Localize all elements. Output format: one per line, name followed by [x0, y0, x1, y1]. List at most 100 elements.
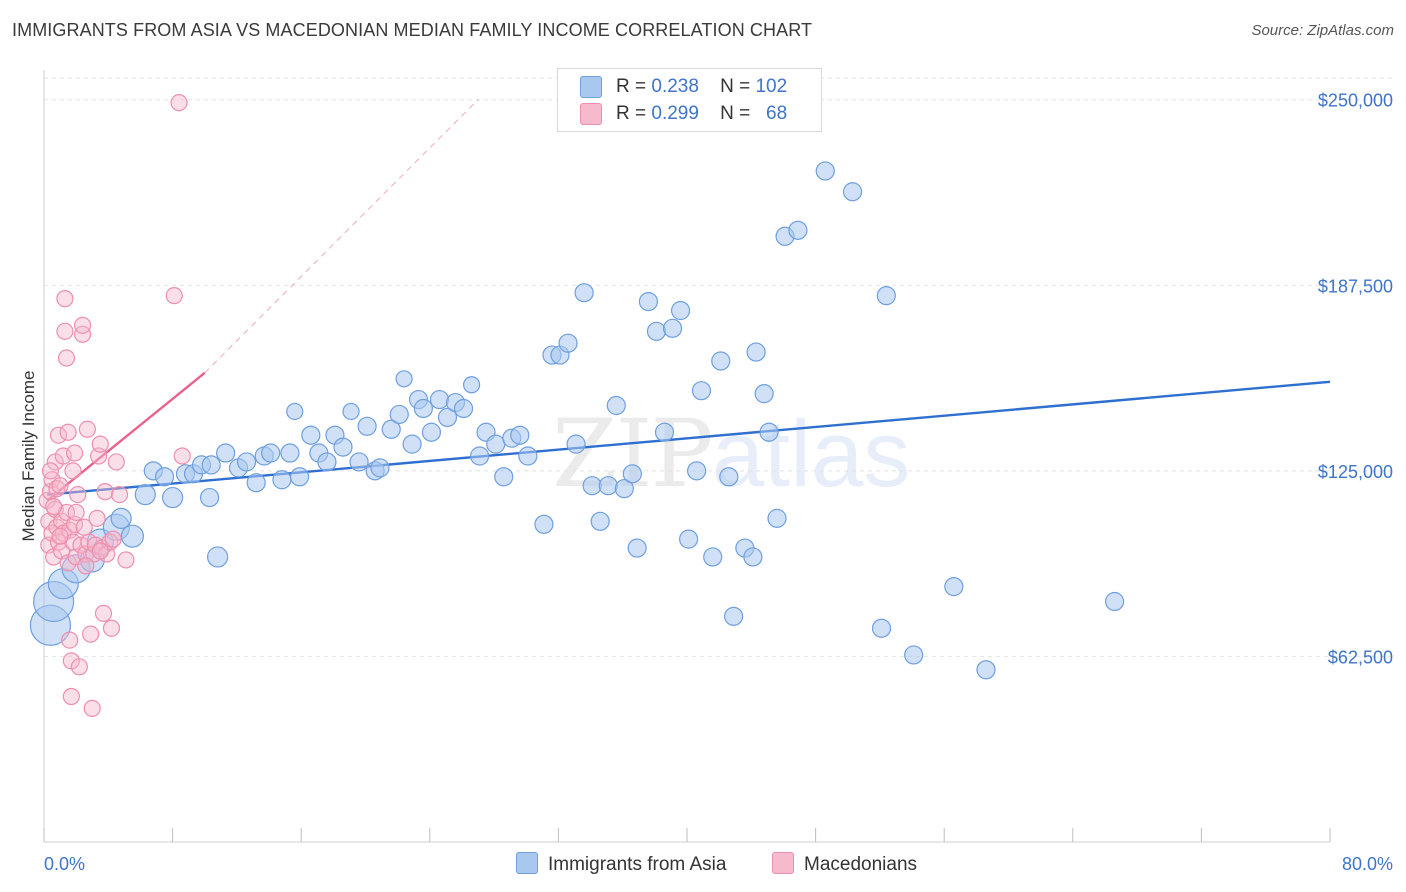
point-macedonians: [102, 619, 121, 637]
point-asia: [389, 404, 409, 425]
legend-row-asia: R = 0.238 N = 102: [580, 76, 787, 100]
y-tick-label: $62,500: [1328, 647, 1393, 667]
point-asia: [904, 645, 924, 665]
point-asia: [370, 458, 390, 478]
point-macedonians: [82, 625, 100, 643]
x-tick-label: 0.0%: [44, 854, 85, 874]
point-macedonians: [165, 287, 183, 305]
point-macedonians: [54, 447, 72, 465]
point-macedonians: [56, 322, 74, 340]
point-asia: [687, 461, 707, 481]
point-macedonians: [51, 527, 69, 545]
point-asia: [395, 370, 413, 388]
point-asia: [574, 283, 594, 303]
point-asia: [154, 467, 175, 487]
point-asia: [246, 473, 266, 493]
point-macedonians: [77, 557, 95, 575]
point-asia: [402, 434, 422, 454]
point-macedonians: [104, 530, 122, 548]
point-macedonians: [49, 533, 68, 551]
point-asia: [349, 452, 369, 472]
tick-labels: $62,500 $125,000 $187,500 $250,000 0.0% 80.0%: [44, 91, 1393, 874]
point-asia: [598, 476, 618, 496]
legend-box: R = 0.238 N = 102 R = 0.299 N = 68: [557, 68, 822, 132]
y-tick-label: $125,000: [1318, 462, 1393, 482]
point-asia: [534, 514, 554, 534]
point-macedonians: [61, 631, 79, 649]
point-asia: [207, 546, 229, 568]
point-asia: [759, 422, 779, 442]
point-asia: [518, 446, 538, 466]
legend-item-macedonians[interactable]: Macedonians: [772, 852, 917, 876]
point-asia: [815, 161, 835, 181]
point-macedonians: [65, 444, 84, 462]
trend-asia: [47, 380, 1331, 496]
legend-r-value: 0.299: [651, 103, 699, 125]
legend-n-value: 68: [766, 103, 788, 125]
point-asia: [110, 507, 132, 529]
point-macedonians: [173, 447, 191, 465]
point-asia: [381, 419, 401, 439]
point-asia: [289, 467, 310, 487]
point-asia: [566, 434, 586, 454]
point-asia: [236, 452, 257, 472]
point-asia: [216, 443, 236, 463]
point-asia: [976, 660, 996, 680]
point-macedonians: [69, 486, 87, 504]
point-asia: [280, 443, 300, 463]
point-asia: [670, 300, 691, 321]
legend-n-label: N =: [720, 76, 751, 98]
point-asia: [590, 511, 610, 531]
point-macedonians: [78, 420, 97, 438]
point-asia: [627, 538, 647, 558]
point-asia: [429, 389, 450, 410]
point-asia: [606, 395, 626, 416]
point-asia: [286, 402, 304, 421]
legend-r-label: R =: [616, 103, 647, 125]
legend-r-label: R =: [616, 76, 647, 98]
points-asia: [29, 161, 1125, 680]
point-macedonians: [96, 483, 114, 501]
legend-swatch-asia: [580, 76, 602, 98]
point-macedonians: [94, 604, 113, 622]
point-macedonians: [170, 94, 188, 112]
point-asia: [654, 422, 675, 442]
legend-swatch-macedonians: [580, 103, 602, 125]
point-macedonians: [41, 462, 60, 480]
point-asia: [876, 286, 896, 306]
point-asia: [342, 402, 360, 421]
chart-title: IMMIGRANTS FROM ASIA VS MACEDONIAN MEDIA…: [12, 20, 813, 40]
point-asia: [558, 333, 578, 353]
point-asia: [746, 342, 766, 362]
point-macedonians: [62, 687, 80, 706]
legend-item-asia[interactable]: Immigrants from Asia: [516, 852, 726, 876]
point-asia: [719, 467, 739, 487]
point-asia: [437, 407, 458, 427]
x-tick-label: 80.0%: [1342, 854, 1393, 874]
point-asia: [453, 398, 474, 419]
point-macedonians: [73, 316, 92, 334]
point-macedonians: [48, 480, 66, 498]
legend-swatch-asia: [516, 852, 538, 874]
point-asia: [162, 486, 184, 509]
point-asia: [743, 547, 763, 567]
legend-label-asia: Immigrants from Asia: [548, 854, 727, 875]
point-macedonians: [73, 325, 92, 343]
point-asia: [754, 384, 774, 404]
point-asia: [470, 446, 490, 466]
y-tick-label: $187,500: [1318, 276, 1393, 296]
point-asia: [201, 455, 221, 475]
point-asia: [357, 416, 377, 436]
point-macedonians: [45, 497, 63, 516]
point-macedonians: [83, 699, 101, 717]
point-asia: [199, 487, 220, 508]
point-asia: [317, 452, 337, 472]
point-asia: [691, 381, 712, 401]
point-macedonians: [107, 453, 125, 471]
point-asia: [494, 467, 514, 487]
legend-label-macedonians: Macedonians: [804, 854, 918, 875]
point-asia: [767, 508, 787, 528]
point-asia: [1104, 591, 1125, 612]
point-asia: [871, 618, 892, 638]
point-asia: [462, 376, 481, 394]
